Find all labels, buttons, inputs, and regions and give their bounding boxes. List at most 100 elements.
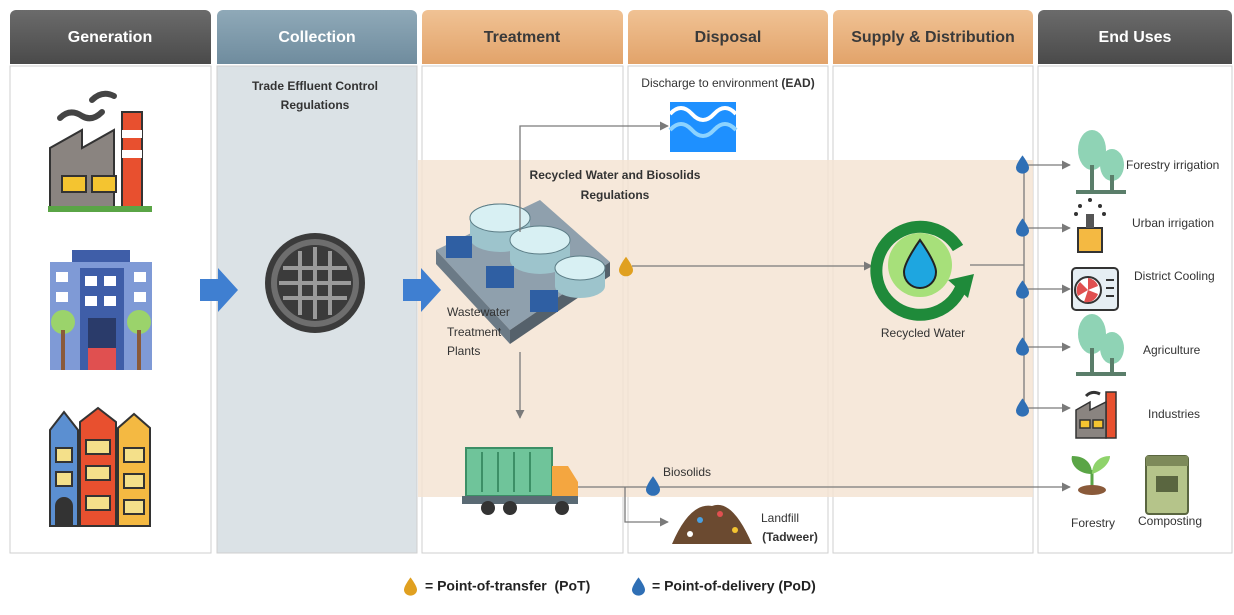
landfill-icon-circle bbox=[717, 511, 723, 517]
truck-icon-circle bbox=[481, 501, 495, 515]
row-houses-icon-g-rect bbox=[124, 500, 144, 514]
column-header: Supply & Distribution bbox=[851, 29, 1015, 46]
compost-bin-icon bbox=[1146, 456, 1188, 514]
sprinkler-icon-g-circle bbox=[1074, 212, 1078, 216]
biosolids-label: Biosolids bbox=[663, 465, 711, 479]
industry-icon-rect bbox=[1093, 420, 1103, 428]
end-use-label: Industries bbox=[1148, 407, 1200, 421]
discharge-text: Discharge to environment bbox=[641, 76, 778, 90]
legend: = Point-of-transfer (PoT) = Point-of-del… bbox=[404, 577, 816, 595]
office-building-icon-rect bbox=[88, 348, 116, 370]
truck-icon-circle bbox=[503, 501, 517, 515]
factory-icon-rect bbox=[122, 112, 142, 208]
recycled-water-label: Recycled Water bbox=[881, 326, 965, 340]
regulation-label: Regulations bbox=[281, 98, 350, 112]
plant-label: Plants bbox=[447, 344, 480, 358]
factory-icon-rect bbox=[48, 206, 152, 212]
row-houses-icon-g-rect bbox=[86, 496, 110, 510]
regulation-label: Trade Effluent Control bbox=[252, 79, 378, 93]
industry-icon-rect bbox=[1106, 392, 1116, 438]
landfill-icon-circle bbox=[697, 517, 703, 523]
compost-bin-icon-rect bbox=[1156, 476, 1178, 492]
end-use-label: District Cooling bbox=[1134, 269, 1215, 283]
tree-icon-rect bbox=[1090, 348, 1094, 374]
tree-icon-rect bbox=[1076, 190, 1126, 194]
landfill-icon-circle bbox=[732, 527, 738, 533]
landfill-icon-circle bbox=[687, 531, 693, 537]
sprinkler-icon-g-circle bbox=[1078, 204, 1082, 208]
column-header: Disposal bbox=[695, 29, 762, 46]
compost-bin-icon-rect bbox=[1146, 456, 1188, 466]
column-header: Generation bbox=[68, 29, 152, 46]
manhole-icon bbox=[265, 233, 365, 333]
end-use-label: Urban irrigation bbox=[1132, 216, 1214, 230]
discharge-label: Discharge to environment (EAD) bbox=[641, 76, 814, 90]
office-building-icon-rect bbox=[137, 330, 141, 370]
treatment-plant-icon-rect bbox=[486, 266, 514, 288]
office-building-icon-g-rect bbox=[56, 292, 68, 302]
factory-icon-rect bbox=[62, 176, 86, 192]
end-use-label: Agriculture bbox=[1143, 343, 1201, 357]
factory-icon-path bbox=[50, 130, 114, 208]
industry-icon-rect bbox=[1080, 420, 1090, 428]
row-houses-icon bbox=[50, 408, 150, 526]
column-headers: Generation Collection Treatment Disposal… bbox=[10, 10, 1232, 64]
cooling-unit-icon bbox=[1072, 268, 1118, 310]
landfill-label: Landfill bbox=[761, 511, 799, 525]
office-building-icon bbox=[50, 250, 152, 370]
office-building-icon-g-rect bbox=[85, 296, 97, 306]
office-building-icon-g-rect bbox=[56, 272, 68, 282]
plant-label: Wastewater bbox=[447, 305, 510, 319]
office-building-icon-rect bbox=[61, 330, 65, 370]
factory-icon-rect bbox=[122, 150, 142, 158]
office-building-icon-g-rect bbox=[134, 272, 146, 282]
sprinkler-icon-rect bbox=[1086, 214, 1094, 228]
row-houses-icon-path bbox=[56, 498, 72, 526]
factory-icon-rect bbox=[122, 130, 142, 138]
sprinkler-icon-g-circle bbox=[1098, 204, 1102, 208]
row-houses-icon-g-rect bbox=[124, 474, 144, 488]
office-building-icon-g-rect bbox=[85, 276, 97, 286]
diagram: Generation Collection Treatment Disposal… bbox=[0, 0, 1234, 610]
legend-use bbox=[404, 577, 417, 595]
office-building-icon-g-rect bbox=[104, 296, 116, 306]
treatment-plant-icon-rect bbox=[530, 290, 558, 312]
legend-use bbox=[632, 577, 645, 595]
treatment-plant-icon-rect bbox=[446, 236, 472, 258]
column-header: Treatment bbox=[484, 29, 561, 46]
biosolid-use-label: Forestry bbox=[1071, 516, 1115, 530]
truck-icon-circle bbox=[555, 501, 569, 515]
column-panels-rect bbox=[1038, 66, 1232, 553]
regulation-label: Recycled Water and Biosolids bbox=[530, 168, 701, 182]
landfill-operator: (Tadweer) bbox=[762, 530, 818, 544]
seedling-icon-ellipse bbox=[1078, 485, 1106, 495]
treatment-plant-icon-ellipse bbox=[555, 256, 605, 280]
office-building-icon-rect bbox=[88, 318, 116, 348]
treatment-plant-icon-ellipse bbox=[470, 204, 530, 232]
factory-icon-rect bbox=[92, 176, 116, 192]
water-icon bbox=[670, 102, 736, 152]
regulation-label: Regulations bbox=[581, 188, 650, 202]
biosolid-use-label: Composting bbox=[1138, 514, 1202, 528]
tree-icon-rect bbox=[1076, 372, 1126, 376]
factory-icon bbox=[48, 94, 152, 212]
legend-transfer: = Point-of-transfer (PoT) bbox=[425, 578, 590, 594]
page: Generation Collection Treatment Disposal… bbox=[0, 0, 1234, 610]
office-building-icon-g-rect bbox=[104, 276, 116, 286]
sprinkler-icon-rect bbox=[1078, 228, 1102, 252]
column-header: End Uses bbox=[1099, 29, 1172, 46]
row-houses-icon-g-rect bbox=[86, 466, 110, 480]
tree-icon-rect bbox=[1090, 165, 1094, 193]
row-houses-icon-g-rect bbox=[86, 440, 110, 454]
plant-label: Treatment bbox=[447, 325, 502, 339]
row-houses-icon-g-rect bbox=[56, 448, 72, 462]
column-header: Collection bbox=[278, 29, 355, 46]
office-building-icon-g-rect bbox=[134, 292, 146, 302]
tree-icon-rect bbox=[1110, 358, 1114, 374]
row-houses-icon-g-rect bbox=[124, 448, 144, 462]
sprinkler-icon-g-circle bbox=[1102, 212, 1106, 216]
legend-delivery: = Point-of-delivery (PoD) bbox=[652, 578, 816, 594]
sprinkler-icon-g-circle bbox=[1088, 198, 1092, 202]
truck-icon-rect bbox=[466, 448, 552, 496]
treatment-plant-icon-ellipse bbox=[510, 226, 570, 254]
